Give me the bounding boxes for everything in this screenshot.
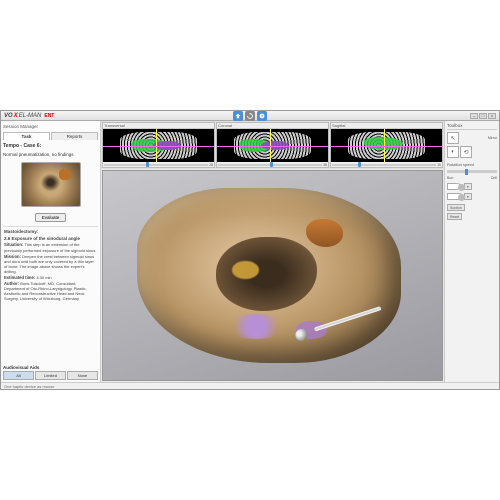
toolbox-title: Toolbox (447, 123, 497, 130)
title-bar: VOXEL-MAN ENT ? – □ × (1, 111, 499, 121)
slice-slider-sagittal[interactable]: 15 (331, 162, 442, 167)
maximize-button[interactable]: □ (479, 113, 487, 119)
slice-image-coronal[interactable] (217, 129, 328, 162)
slice-slider-coronal[interactable]: 38 (217, 162, 328, 167)
mirror-label: Mirror (488, 136, 497, 140)
minimize-button[interactable]: – (470, 113, 478, 119)
evaluate-button[interactable]: Evaluate (35, 213, 67, 222)
logo-part1: VO (4, 113, 13, 119)
aids-title: Audiovisual Aids (3, 364, 98, 371)
app-window: VOXEL-MAN ENT ? – □ × Session Manager Ta… (0, 110, 500, 390)
reset-button[interactable]: Reset (447, 213, 462, 220)
rotation-speed-label: Rotation speed (447, 162, 497, 167)
task-description: Mastoidectomy: 2.6 Exposure of the sinod… (3, 226, 98, 303)
burr-selector[interactable] (447, 183, 463, 190)
drill-label: Drill (491, 176, 497, 180)
drill-size-dropdown[interactable]: ▾ (464, 193, 472, 200)
refresh-icon[interactable] (245, 111, 255, 121)
title-toolbar: ? (233, 111, 267, 121)
rotation-speed-slider[interactable] (447, 170, 497, 173)
session-tabs: Task Reports (3, 132, 98, 140)
logo-part2: EL-MAN (19, 113, 42, 119)
app-logo: VOXEL-MAN ENT (4, 113, 54, 119)
aids-none-button[interactable]: None (67, 371, 98, 380)
close-button[interactable]: × (488, 113, 496, 119)
svg-text:?: ? (261, 114, 263, 118)
session-panel-header: Session Manager (3, 123, 98, 130)
session-panel: Session Manager Task Reports Tempo - Cas… (1, 121, 101, 382)
tab-task[interactable]: Task (3, 132, 50, 140)
slice-image-transversal[interactable] (103, 129, 214, 162)
help-icon[interactable]: ? (257, 111, 267, 121)
status-bar: One haptic device as mouse (1, 382, 499, 389)
home-icon[interactable] (233, 111, 243, 121)
aids-all-button[interactable]: All (3, 371, 34, 380)
rotate-tool-icon[interactable]: ⟲ (460, 146, 472, 158)
slice-slider-transversal[interactable]: 28 (103, 162, 214, 167)
drill-selector[interactable] (447, 193, 463, 200)
window-controls: – □ × (470, 113, 496, 119)
logo-suffix: ENT (44, 113, 54, 119)
slice-views-row: Transversal 28 Coronal 38 Sagittal (101, 121, 444, 169)
slice-transversal: Transversal 28 (102, 122, 215, 168)
aids-limited-button[interactable]: Limited (35, 371, 66, 380)
burr-size-dropdown[interactable]: ▾ (464, 183, 472, 190)
est-time-label: Estimated time: (4, 275, 35, 280)
aids-section: Audiovisual Aids All Limited None (3, 364, 98, 380)
author-label: Author: (4, 281, 19, 286)
step-heading: 2.6 Exposure of the sinodural angle (4, 236, 97, 242)
situation-label: Situation: (4, 242, 23, 247)
main-3d-viewport[interactable] (102, 170, 443, 381)
burr-label: Burr (447, 176, 454, 180)
est-time-value: 4:30 min (36, 275, 51, 280)
center-viewport: Transversal 28 Coronal 38 Sagittal (101, 121, 444, 382)
anatomy-model (137, 188, 401, 364)
case-thumbnail[interactable] (21, 162, 81, 207)
pointer-tool-icon[interactable]: ↖ (447, 132, 459, 144)
logo-x: X (14, 113, 18, 119)
case-label: Tempo - Case 6: (3, 142, 98, 150)
content-area: Session Manager Task Reports Tempo - Cas… (1, 121, 499, 382)
status-text: One haptic device as mouse (4, 384, 54, 389)
case-description: Normal pneumatization, no findings (3, 152, 98, 158)
toolbox-panel: Toolbox ↖ Mirror ◐ ⟲ Rotation speed Burr… (444, 121, 499, 382)
mirror-tool-icon[interactable]: ◐ (447, 146, 459, 158)
mission-label: Mission: (4, 254, 21, 259)
slice-sagittal: Sagittal 15 (330, 122, 443, 168)
tab-reports[interactable]: Reports (51, 132, 98, 140)
slice-image-sagittal[interactable] (331, 129, 442, 162)
suction-button[interactable]: Suction (447, 204, 465, 211)
procedure-heading: Mastoidectomy: (4, 229, 97, 235)
slice-coronal: Coronal 38 (216, 122, 329, 168)
